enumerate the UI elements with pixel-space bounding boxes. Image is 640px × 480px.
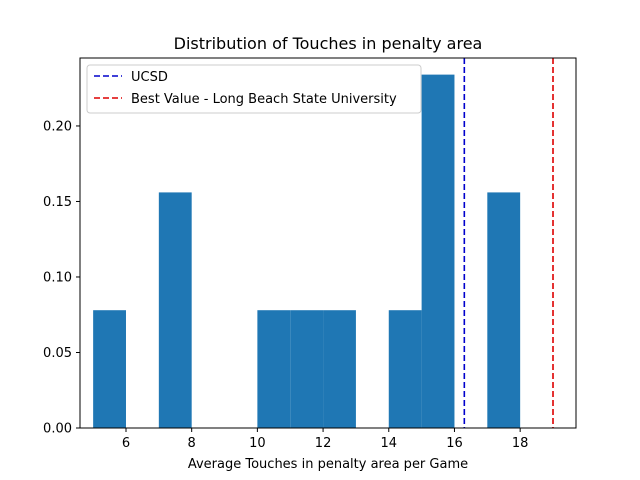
x-tick-label: 14	[380, 436, 397, 451]
x-tick-label: 8	[188, 436, 196, 451]
x-tick-label: 10	[249, 436, 266, 451]
x-tick-label: 12	[315, 436, 332, 451]
y-tick-label: 0.05	[43, 346, 72, 361]
histogram-bar-7	[323, 310, 356, 428]
y-tick-label: 0.20	[43, 119, 72, 134]
legend: UCSD Best Value - Long Beach State Univer…	[86, 64, 422, 114]
x-tick-label: 6	[122, 436, 130, 451]
y-axis: 0.00 0.05 0.10 0.15 0.20	[43, 119, 80, 437]
reference-lines-group	[463, 58, 554, 428]
histogram-bar-0	[93, 310, 126, 428]
x-tick-label: 18	[512, 436, 529, 451]
histogram-bar-2	[158, 192, 192, 428]
histogram-bar-12	[487, 192, 521, 428]
legend-label-1: UCSD	[131, 70, 168, 85]
histogram-bar-6	[290, 310, 324, 428]
y-tick-label: 0.10	[43, 270, 72, 285]
chart-title: Distribution of Touches in penalty area	[174, 34, 483, 53]
x-axis: 6 8 10 12 14 16 18	[122, 428, 529, 451]
histogram-bar-10	[421, 74, 455, 428]
plot-frame	[79, 57, 577, 429]
legend-box	[86, 64, 422, 114]
legend-label-2: Best Value - Long Beach State University	[131, 92, 397, 107]
histogram-bar-5	[257, 310, 291, 428]
x-axis-label: Average Touches in penalty area per Game	[188, 457, 468, 472]
bars-group	[93, 74, 521, 428]
y-tick-label: 0.00	[43, 422, 72, 437]
x-tick-label: 16	[446, 436, 463, 451]
histogram-bar-9	[388, 310, 422, 428]
y-tick-label: 0.15	[43, 195, 72, 210]
